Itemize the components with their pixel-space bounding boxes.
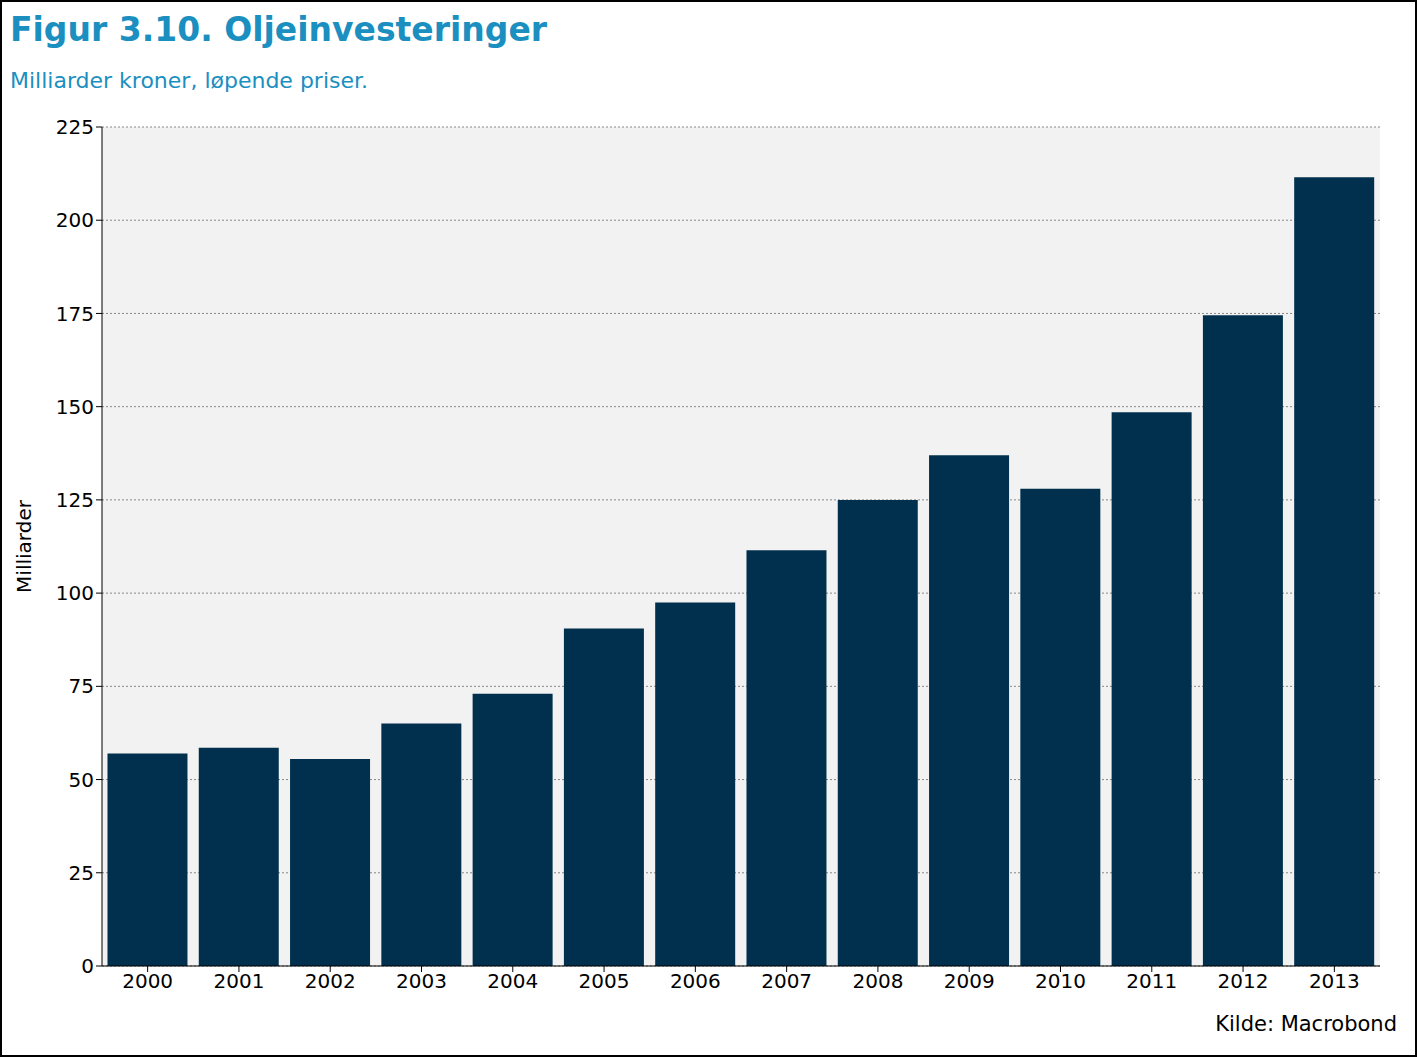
html-text:Milliarder kroner, løpende pri: Milliarder kroner, løpende priser. (10, 68, 368, 93)
svg-text:Milliarder: Milliarder (12, 499, 36, 593)
html-text:Figur 3.10. Oljeinvesteringer: Figur 3.10. Oljeinvesteringer (10, 10, 548, 49)
svg-text:100: 100 (56, 581, 94, 605)
svg-text:25: 25 (69, 861, 94, 885)
svg-text:2005: 2005 (579, 969, 630, 993)
svg-text:75: 75 (69, 674, 94, 698)
svg-text:150: 150 (56, 395, 94, 419)
svg-text:2003: 2003 (396, 969, 447, 993)
svg-text:2002: 2002 (305, 969, 356, 993)
svg-text:2004: 2004 (487, 969, 538, 993)
svg-text:0: 0 (81, 954, 94, 978)
svg-text:50: 50 (69, 768, 94, 792)
svg-text:2006: 2006 (670, 969, 721, 993)
svg-text:2008: 2008 (852, 969, 903, 993)
svg-text:2011: 2011 (1126, 969, 1177, 993)
svg-text:2001: 2001 (213, 969, 264, 993)
svg-text:2007: 2007 (761, 969, 812, 993)
svg-text:125: 125 (56, 488, 94, 512)
svg-text:175: 175 (56, 302, 94, 326)
svg-text:200: 200 (56, 208, 94, 232)
svg-text:2009: 2009 (944, 969, 995, 993)
svg-text:2000: 2000 (122, 969, 173, 993)
html-text:Kilde: Macrobond: Kilde: Macrobond (1215, 1012, 1397, 1036)
svg-text:225: 225 (56, 115, 94, 139)
svg-text:2013: 2013 (1309, 969, 1360, 993)
svg-text:2012: 2012 (1218, 969, 1269, 993)
svg-text:2010: 2010 (1035, 969, 1086, 993)
